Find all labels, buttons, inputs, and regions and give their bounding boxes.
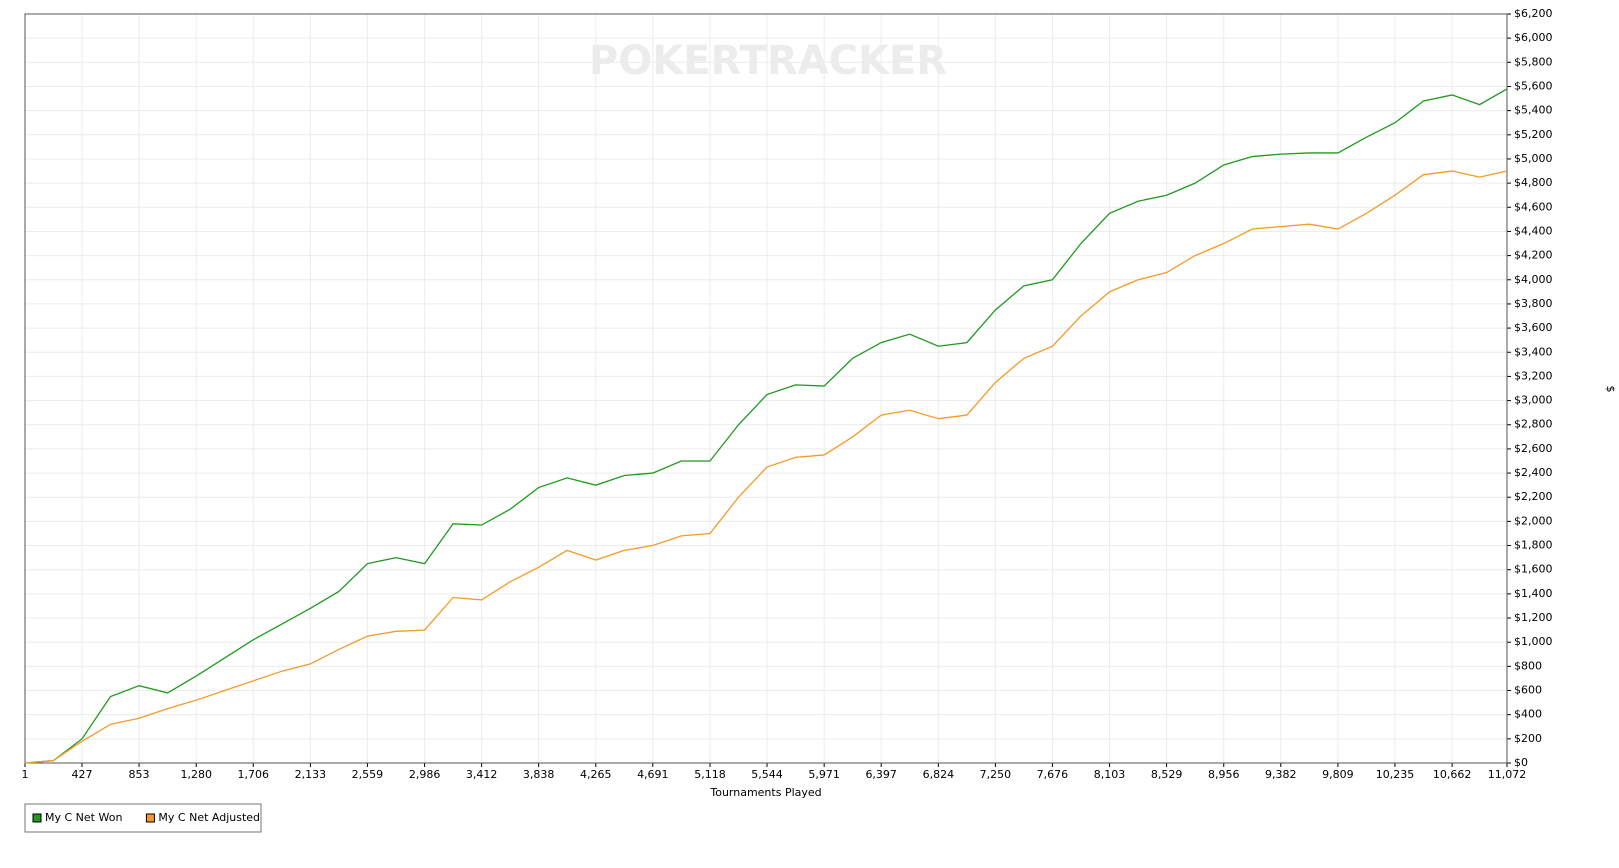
y-tick-label: $3,200: [1514, 369, 1553, 382]
y-tick-label: $4,600: [1514, 200, 1553, 213]
y-tick-label: $1,000: [1514, 635, 1553, 648]
series-line: [24, 88, 1508, 764]
y-tick-label: $4,200: [1514, 249, 1553, 262]
y-tick-label: $3,600: [1514, 321, 1553, 334]
y-tick-label: $1,200: [1514, 611, 1553, 624]
y-tick-label: $2,600: [1514, 442, 1553, 455]
legend-swatch: [145, 813, 155, 823]
y-tick-label: $3,000: [1514, 394, 1553, 407]
x-tick-label: 1,706: [237, 768, 269, 781]
x-tick-label: 5,118: [694, 768, 726, 781]
x-tick-label: 7,250: [980, 768, 1012, 781]
y-tick-label: $1,600: [1514, 563, 1553, 576]
y-tick-label: $5,200: [1514, 128, 1553, 141]
x-tick-label: 9,382: [1265, 768, 1297, 781]
x-tick-label: 9,809: [1322, 768, 1354, 781]
y-tick-label: $0: [1514, 756, 1528, 769]
y-axis-label: $: [1604, 386, 1617, 393]
x-tick-label: 5,544: [751, 768, 783, 781]
x-tick-label: 8,956: [1208, 768, 1240, 781]
plot-border: [24, 13, 1508, 764]
y-tick-label: $1,800: [1514, 539, 1553, 552]
y-tick-label: $2,800: [1514, 418, 1553, 431]
x-tick-label: 427: [72, 768, 93, 781]
x-tick-label: 4,265: [580, 768, 612, 781]
y-tick-label: $200: [1514, 732, 1542, 745]
y-tick-label: $6,000: [1514, 31, 1553, 44]
legend-label: My C Net Won: [45, 811, 122, 824]
x-tick-label: 7,676: [1037, 768, 1069, 781]
y-tick-label: $4,400: [1514, 224, 1553, 237]
x-tick-label: 2,559: [352, 768, 384, 781]
x-tick-label: 3,412: [466, 768, 498, 781]
x-tick-label: 8,529: [1151, 768, 1183, 781]
y-tick-label: $1,400: [1514, 587, 1553, 600]
y-tick-label: $2,200: [1514, 490, 1553, 503]
x-tick-label: 2,133: [295, 768, 327, 781]
legend-box: [24, 803, 262, 833]
watermark: POKERTRACKER: [589, 38, 947, 84]
x-tick-label: 1,280: [180, 768, 212, 781]
y-tick-label: $5,600: [1514, 79, 1553, 92]
y-tick-label: $6,200: [1514, 7, 1553, 20]
x-tick-label: 6,397: [865, 768, 897, 781]
y-tick-label: $3,800: [1514, 297, 1553, 310]
y-tick-label: $5,800: [1514, 55, 1553, 68]
x-tick-label: 10,662: [1433, 768, 1472, 781]
legend-label: My C Net Adjusted: [158, 811, 260, 824]
x-tick-label: 6,824: [923, 768, 955, 781]
y-tick-label: $2,000: [1514, 514, 1553, 527]
y-tick-label: $4,800: [1514, 176, 1553, 189]
x-tick-label: 2,986: [409, 768, 441, 781]
x-tick-label: 10,235: [1376, 768, 1415, 781]
x-tick-label: 853: [129, 768, 150, 781]
y-tick-label: $3,400: [1514, 345, 1553, 358]
y-tick-label: $5,000: [1514, 152, 1553, 165]
y-tick-label: $400: [1514, 708, 1542, 721]
legend: My C Net Won My C Net Adjusted: [24, 803, 262, 833]
x-tick-label: 8,103: [1094, 768, 1126, 781]
x-tick-label: 1: [22, 768, 29, 781]
x-tick-label: 5,971: [808, 768, 840, 781]
y-tick-label: $5,400: [1514, 104, 1553, 117]
y-tick-label: $4,000: [1514, 273, 1553, 286]
legend-swatch: [32, 813, 42, 823]
y-tick-label: $2,400: [1514, 466, 1553, 479]
x-tick-label: 3,838: [523, 768, 555, 781]
x-tick-label: 4,691: [637, 768, 669, 781]
x-tick-label: 11,072: [1488, 768, 1527, 781]
x-axis-label: Tournaments Played: [709, 786, 821, 799]
y-tick-label: $800: [1514, 659, 1542, 672]
series-line: [24, 170, 1508, 764]
y-tick-label: $600: [1514, 684, 1542, 697]
